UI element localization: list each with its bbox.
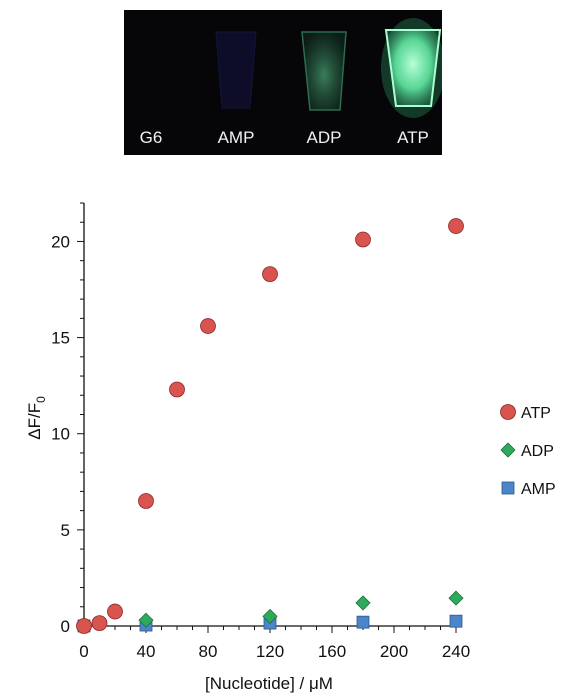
- vial-photo-image: [215, 18, 445, 118]
- legend-label-adp: ADP: [521, 443, 554, 460]
- data-point-atp: [355, 231, 371, 248]
- data-point-amp: [449, 614, 463, 628]
- y-tick-label: 10: [51, 425, 70, 444]
- data-point-amp: [356, 615, 370, 629]
- x-tick-label: 80: [199, 642, 218, 661]
- chart-marks: [76, 218, 464, 634]
- vial-label-adp: ADP: [306, 128, 342, 147]
- y-tick-label: 5: [61, 521, 70, 540]
- legend-marker-atp: [500, 404, 516, 420]
- vial-label-amp: AMP: [217, 128, 255, 147]
- data-point-atp: [107, 603, 123, 620]
- x-tick-label: 240: [442, 642, 470, 661]
- legend-marker-adp: [500, 442, 516, 458]
- data-point-adp: [448, 590, 464, 606]
- data-point-atp: [448, 218, 464, 234]
- y-axis-title: ΔF/F0: [25, 396, 48, 440]
- legend-label-atp: ATP: [521, 405, 551, 422]
- vial-amp: [215, 31, 257, 109]
- data-point-adp: [355, 595, 371, 611]
- x-tick-label: 0: [79, 642, 88, 661]
- data-point-atp: [138, 493, 154, 509]
- vial-label-g6: G6: [139, 128, 163, 147]
- x-tick-label: 200: [380, 642, 408, 661]
- data-point-atp: [262, 266, 278, 283]
- vial-atp: [384, 29, 442, 107]
- x-tick-label: 120: [256, 642, 284, 661]
- vial-adp: [301, 31, 347, 111]
- data-point-atp: [91, 615, 108, 632]
- x-axis-title: [Nucleotide] / μM: [205, 674, 333, 693]
- vial-photo: G6 AMP ADP ATP: [124, 10, 445, 155]
- chart-legend: ATP ADP AMP: [500, 404, 556, 498]
- data-point-atp: [169, 381, 185, 398]
- data-point-adp: [138, 612, 154, 628]
- x-tick-label: 40: [137, 642, 156, 661]
- y-tick-label: 0: [61, 617, 70, 636]
- data-point-adp: [262, 608, 278, 624]
- x-tick-label: 160: [318, 642, 346, 661]
- y-axis-title-main: ΔF/F: [25, 403, 44, 440]
- vial-label-atp: ATP: [397, 128, 429, 147]
- y-axis-title-sub: 0: [34, 396, 48, 403]
- y-tick-label: 20: [51, 232, 70, 251]
- y-tick-label: 15: [51, 329, 70, 348]
- data-point-atp: [76, 618, 92, 634]
- data-point-atp: [200, 318, 216, 334]
- legend-label-amp: AMP: [521, 481, 556, 498]
- legend-marker-amp: [501, 481, 515, 495]
